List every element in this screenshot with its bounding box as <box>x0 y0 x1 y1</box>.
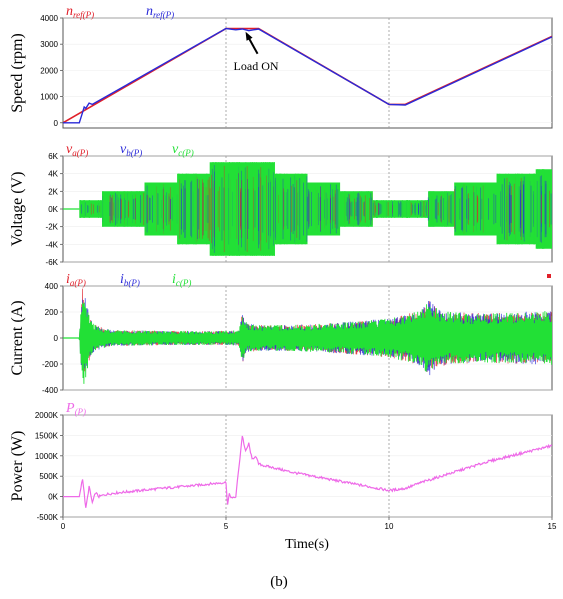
y-tick-label: 1000 <box>40 93 58 102</box>
y-axis-label: Power (W) <box>9 431 26 502</box>
y-tick-label: -500K <box>37 513 59 522</box>
legend-entry: nref(P) <box>146 4 174 20</box>
x-axis-label: Time(s) <box>285 537 329 552</box>
legend-entry: vc(P) <box>172 142 194 158</box>
x-tick-label: 10 <box>385 522 394 531</box>
legend-entry: ic(P) <box>172 272 191 288</box>
legend-entry: ia(P) <box>66 272 86 288</box>
x-tick-label: 15 <box>548 522 557 531</box>
annotation-text: Load ON <box>234 59 279 73</box>
y-tick-label: 0 <box>54 119 59 128</box>
voltage-switching-streaks <box>79 162 552 256</box>
figure-caption: (b) <box>270 574 288 590</box>
current-waveforms <box>63 288 552 384</box>
y-tick-label: -200 <box>42 360 59 369</box>
y-tick-label: 400 <box>45 282 59 291</box>
legend-entry: ib(P) <box>120 272 140 288</box>
legend-entry: vb(P) <box>120 142 142 158</box>
y-axis-label: Speed (rpm) <box>9 33 26 113</box>
legend-entry: P(P) <box>65 401 86 417</box>
legend-entry: va(P) <box>66 142 88 158</box>
speed-series-blue <box>63 27 552 124</box>
y-tick-label: 2000 <box>40 66 58 75</box>
y-tick-label: 500K <box>39 472 58 481</box>
y-tick-label: -4K <box>46 240 59 249</box>
y-tick-label: 6K <box>48 152 58 161</box>
y-tick-label: -6K <box>46 258 59 267</box>
y-tick-label: 4000 <box>40 14 58 23</box>
y-tick-label: 1500K <box>35 431 59 440</box>
y-tick-label: 0K <box>48 205 58 214</box>
red-marker <box>547 274 551 278</box>
y-tick-label: 0 <box>54 334 59 343</box>
y-tick-label: 2000K <box>35 411 59 420</box>
y-axis-label: Current (A) <box>9 300 26 375</box>
y-tick-label: -2K <box>46 223 59 232</box>
y-tick-label: 1000K <box>35 452 59 461</box>
y-axis-label: Voltage (V) <box>9 172 26 247</box>
panel-frame-3 <box>62 414 553 518</box>
power-series <box>63 435 552 508</box>
y-tick-label: 2K <box>48 187 58 196</box>
y-tick-label: 3000 <box>40 40 58 49</box>
panel-frame-0 <box>62 17 553 129</box>
y-tick-label: -400 <box>42 386 59 395</box>
x-tick-label: 5 <box>224 522 229 531</box>
y-tick-label: 0K <box>48 493 58 502</box>
y-tick-label: 200 <box>45 308 59 317</box>
legend-entry: nref(P) <box>66 4 94 20</box>
x-tick-label: 0 <box>61 522 66 531</box>
y-tick-label: 4K <box>48 170 58 179</box>
annotation-arrowhead <box>245 31 253 41</box>
